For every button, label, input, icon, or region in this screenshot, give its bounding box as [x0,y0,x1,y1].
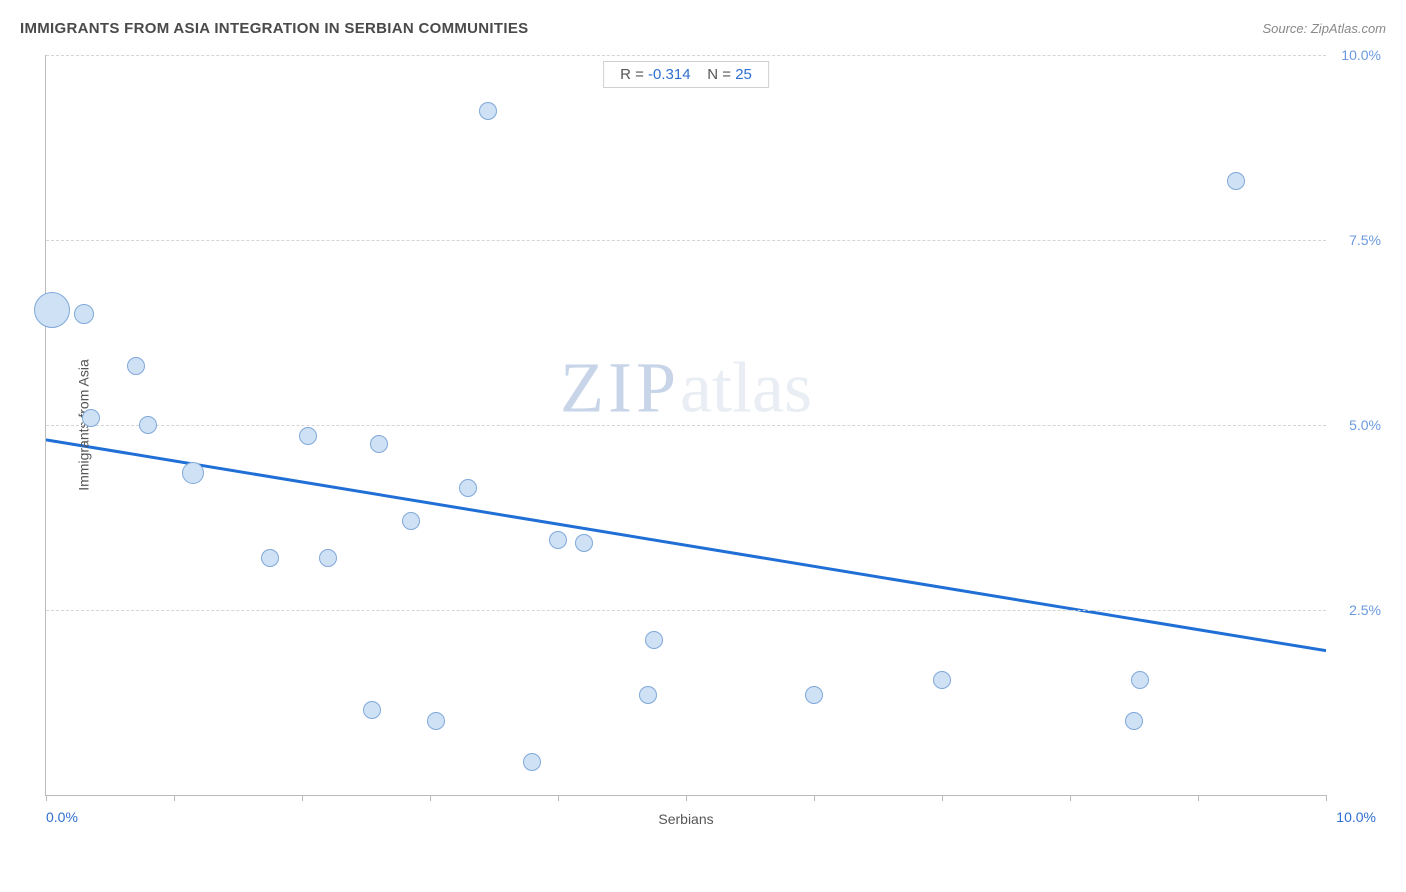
x-tick [814,795,815,801]
n-label: N = [707,66,731,83]
data-point [1227,172,1245,190]
x-tick [558,795,559,801]
x-axis-max-label: 10.0% [1336,809,1376,825]
data-point [402,512,420,530]
x-tick [46,795,47,801]
stats-box: R = -0.314 N = 25 [603,61,769,88]
data-point [82,409,100,427]
data-point [319,549,337,567]
y-tick-label: 2.5% [1349,602,1381,618]
data-point [1131,671,1149,689]
x-tick [686,795,687,801]
x-axis-min-label: 0.0% [46,809,78,825]
data-point [139,416,157,434]
data-point [805,686,823,704]
watermark: ZIPatlas [560,347,812,430]
gridline [46,55,1326,56]
data-point [261,549,279,567]
watermark-part1: ZIP [560,348,680,428]
data-point [639,686,657,704]
gridline [46,240,1326,241]
data-point [459,479,477,497]
r-value: -0.314 [648,66,691,83]
chart-header: IMMIGRANTS FROM ASIA INTEGRATION IN SERB… [20,20,1386,37]
data-point [299,427,317,445]
y-tick-label: 10.0% [1341,47,1381,63]
data-point [363,701,381,719]
watermark-part2: atlas [680,348,812,428]
y-tick-label: 7.5% [1349,232,1381,248]
data-point [933,671,951,689]
data-point [427,712,445,730]
data-point [182,462,204,484]
data-point [370,435,388,453]
n-value: 25 [735,66,752,83]
x-tick [1326,795,1327,801]
data-point [74,304,94,324]
data-point [523,753,541,771]
data-point [127,357,145,375]
x-tick [302,795,303,801]
data-point [645,631,663,649]
data-point [575,534,593,552]
data-point [479,102,497,120]
data-point [549,531,567,549]
chart-source: Source: ZipAtlas.com [1262,21,1386,36]
data-point [34,292,70,328]
r-label: R = [620,66,644,83]
x-tick [942,795,943,801]
data-point [1125,712,1143,730]
x-tick [1070,795,1071,801]
gridline [46,610,1326,611]
scatter-chart: ZIPatlas R = -0.314 N = 25 Immigrants fr… [45,55,1326,796]
gridline [46,425,1326,426]
x-tick [430,795,431,801]
chart-title: IMMIGRANTS FROM ASIA INTEGRATION IN SERB… [20,20,528,37]
x-axis-title: Serbians [658,811,713,827]
x-tick [1198,795,1199,801]
x-tick [174,795,175,801]
y-tick-label: 5.0% [1349,417,1381,433]
